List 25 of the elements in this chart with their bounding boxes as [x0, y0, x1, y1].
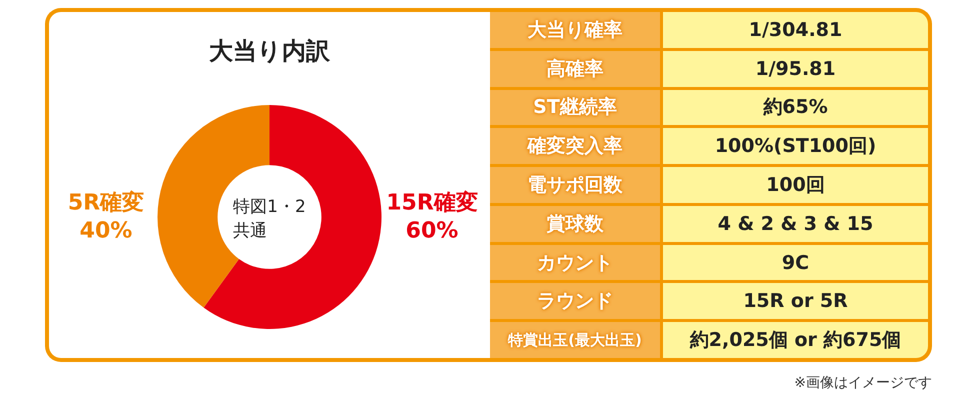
text: 15R or 5R — [663, 283, 928, 320]
text: 特賞出玉(最大出玉) — [490, 322, 660, 358]
text: ラウンド — [490, 283, 660, 320]
text: 1/304.81 — [663, 12, 928, 48]
text: 確変突入率 — [490, 128, 660, 164]
text: 9C — [663, 244, 928, 280]
text: 高確率 — [490, 50, 660, 87]
text: ※画像はイメージです — [794, 374, 932, 392]
chart-title: 大当り内訳 — [209, 37, 331, 65]
data-label: 40% — [80, 218, 132, 244]
text: 大当り確率 — [490, 12, 660, 48]
data-label: 60% — [406, 218, 458, 244]
text: 賞球数 — [490, 206, 660, 242]
slice-label: 5R確変 — [68, 190, 144, 216]
text: 特図1・2 共通 — [233, 197, 306, 241]
text: 100%(ST100回) — [663, 128, 928, 164]
slice-label: 15R確変 — [386, 190, 478, 216]
text: 約65% — [663, 90, 928, 126]
text: 100回 — [663, 167, 928, 203]
text: 4 & 2 & 3 & 15 — [663, 206, 928, 242]
text: 1/95.81 — [663, 50, 928, 87]
text: カウント — [490, 244, 660, 280]
text: ST継続率 — [490, 90, 660, 126]
text: 約2,025個 or 約675個 — [663, 322, 928, 358]
text: 電サポ回数 — [490, 167, 660, 203]
